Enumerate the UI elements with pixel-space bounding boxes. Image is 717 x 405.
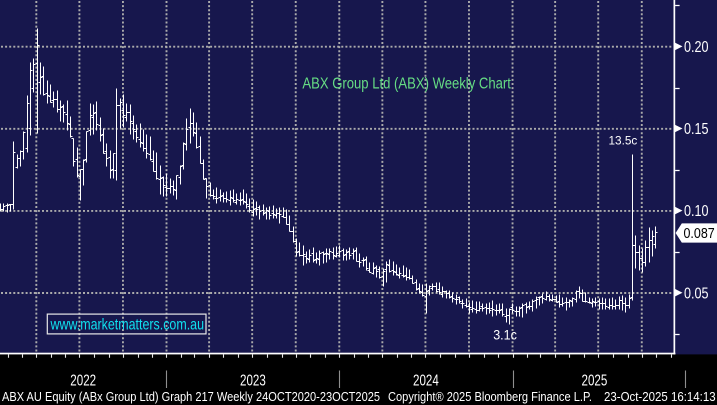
svg-text:0.087: 0.087	[684, 226, 715, 242]
svg-text:2024: 2024	[413, 373, 439, 390]
svg-text:0.10: 0.10	[684, 203, 709, 220]
svg-text:3.1c: 3.1c	[493, 328, 517, 343]
svg-text:2025: 2025	[582, 373, 608, 390]
svg-text:2023: 2023	[240, 373, 266, 390]
svg-text:0.05: 0.05	[684, 285, 709, 302]
svg-text:Copyright® 2025 Bloomberg Fina: Copyright® 2025 Bloomberg Finance L.P.	[388, 390, 592, 404]
svg-text:0.15: 0.15	[684, 121, 709, 138]
svg-text:0.20: 0.20	[684, 39, 709, 56]
svg-text:ABX Group Ltd (ABX) Weekly Cha: ABX Group Ltd (ABX) Weekly Chart	[302, 76, 511, 93]
svg-text:13.5c: 13.5c	[609, 133, 638, 147]
svg-text:ABX AU Equity (ABx Group Ltd): ABX AU Equity (ABx Group Ltd) Graph 217 …	[2, 390, 380, 404]
svg-text:www.marketmatters.com.au: www.marketmatters.com.au	[50, 317, 204, 334]
svg-text:23-Oct-2025 16:14:13: 23-Oct-2025 16:14:13	[604, 390, 716, 404]
svg-text:2022: 2022	[70, 373, 96, 390]
